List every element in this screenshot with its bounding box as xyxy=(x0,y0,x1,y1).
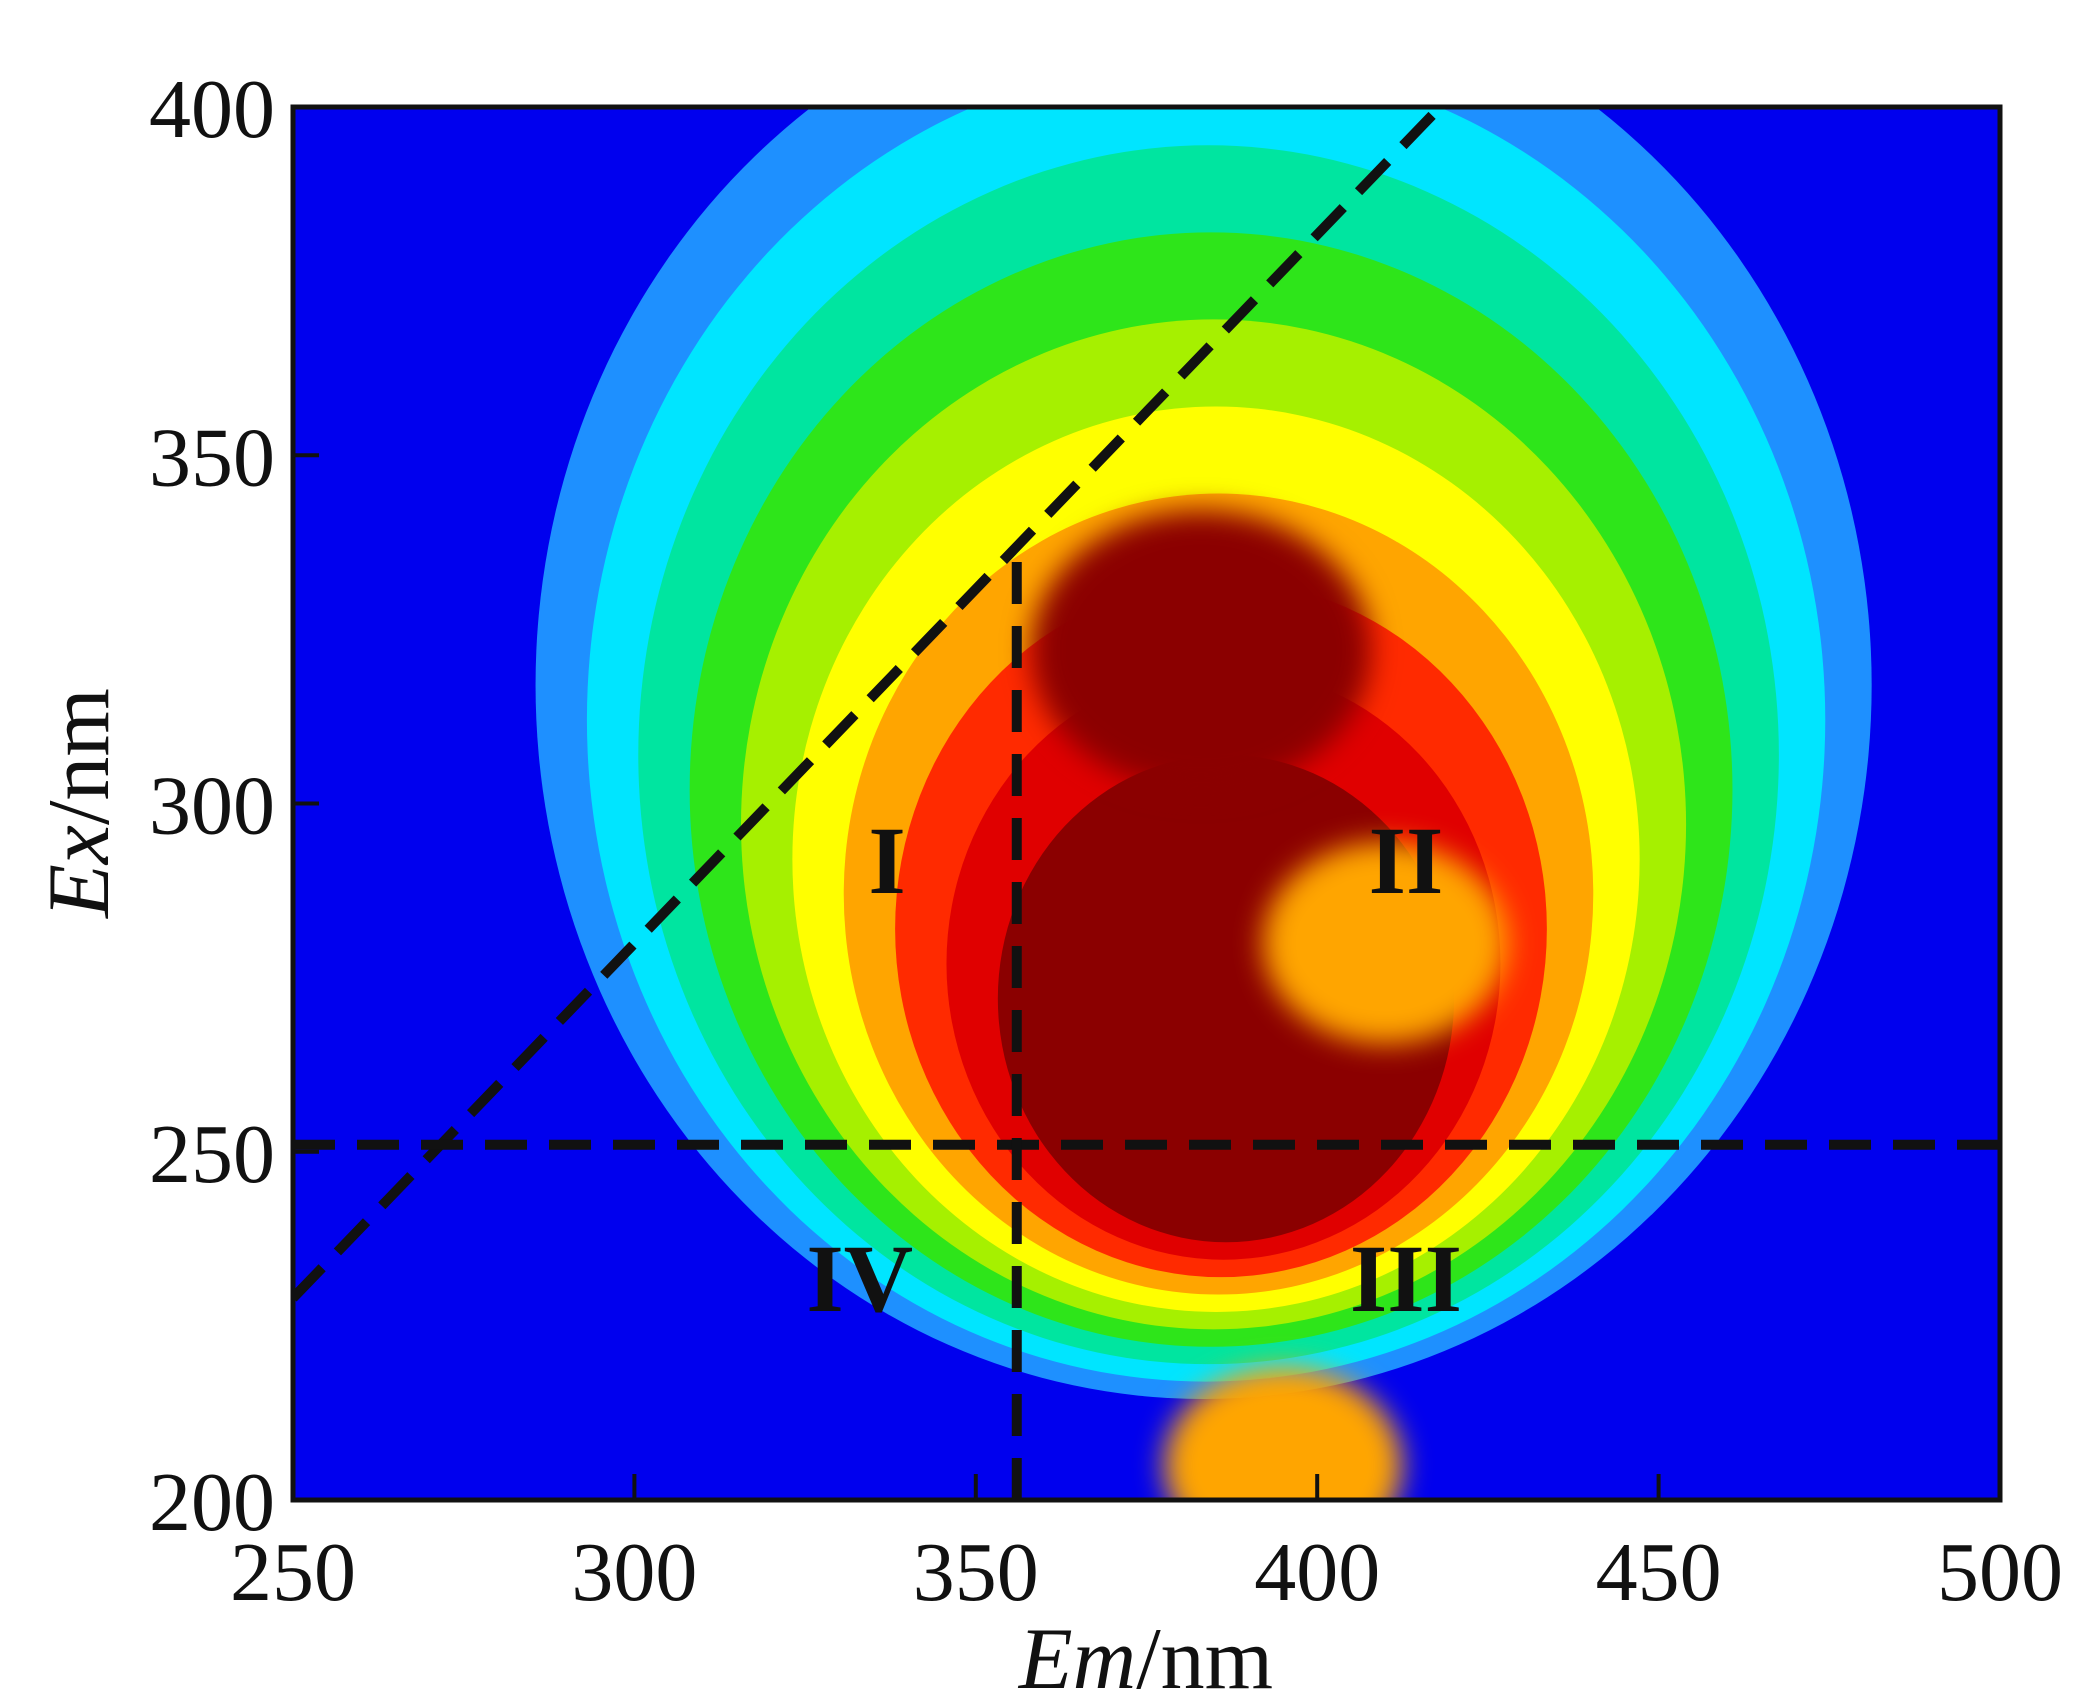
divider-line-0 xyxy=(293,107,1444,1302)
x-tick-label-500: 500 xyxy=(1937,1526,2063,1619)
x-tick-label-400: 400 xyxy=(1254,1526,1380,1619)
x-tick-label-450: 450 xyxy=(1596,1526,1722,1619)
y-tick-label-300: 300 xyxy=(149,760,275,853)
intensity-peak-1 xyxy=(1263,842,1508,1044)
region-dividers xyxy=(293,107,2000,1500)
x-tick-label-250: 250 xyxy=(230,1526,356,1619)
y-tick-label-400: 400 xyxy=(149,63,275,156)
region-label-III: III xyxy=(1350,1225,1462,1332)
region-label-I: I xyxy=(868,807,905,914)
x-axis-title: Em/nm xyxy=(1017,1611,1273,1697)
intensity-contours xyxy=(535,107,1872,1399)
y-tick-label-250: 250 xyxy=(149,1108,275,1201)
x-tick-label-300: 300 xyxy=(571,1526,697,1619)
region-label-II: II xyxy=(1369,807,1444,914)
intensity-peak-2 xyxy=(1164,1367,1403,1500)
region-label-IV: IV xyxy=(806,1225,913,1332)
x-axis: 250 300 350 400 450 500 xyxy=(230,1474,2063,1619)
intensity-peaks xyxy=(1031,510,1508,1500)
y-axis: 200 250 300 350 400 xyxy=(149,63,319,1549)
intensity-peak-0 xyxy=(1031,510,1372,791)
y-axis-title: Ex/nm xyxy=(31,688,128,920)
y-tick-label-350: 350 xyxy=(149,411,275,504)
y-tick-label-200: 200 xyxy=(149,1456,275,1549)
x-tick-label-350: 350 xyxy=(913,1526,1039,1619)
plot-area xyxy=(293,107,2000,1500)
